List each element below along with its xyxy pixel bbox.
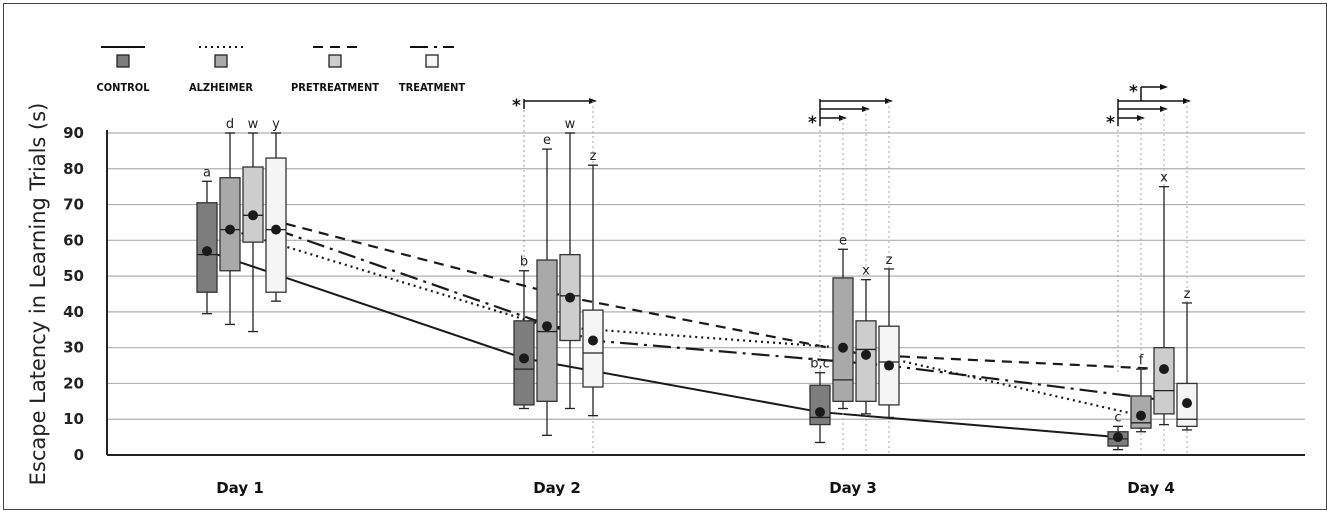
x-category-label: Day 1 xyxy=(216,479,264,497)
group-letter: w xyxy=(248,117,259,132)
axes xyxy=(106,130,1305,456)
mean-point xyxy=(565,292,575,303)
mean-point xyxy=(1136,410,1146,421)
mean-point xyxy=(225,224,235,235)
box-plot xyxy=(1153,186,1175,426)
y-tick-labels: 0 10 20 30 40 50 60 70 80 90 xyxy=(63,124,84,464)
y-tick-label: 90 xyxy=(63,124,84,142)
box-plots xyxy=(196,132,1198,451)
box-plot xyxy=(219,132,241,326)
y-tick-label: 10 xyxy=(63,410,84,428)
mean-point xyxy=(588,335,598,346)
group-letter: b,c xyxy=(810,357,830,372)
x-category-labels: Day 1 Day 2 Day 3 Day 4 xyxy=(216,479,1175,497)
group-letter: x xyxy=(1160,171,1168,186)
mean-point xyxy=(202,246,212,257)
group-letter: w xyxy=(565,117,576,132)
mean-trend-line xyxy=(229,228,1142,417)
group-letter: y xyxy=(272,117,280,132)
group-letter: d xyxy=(226,117,234,132)
y-tick-label: 40 xyxy=(63,303,84,321)
group-letter: b xyxy=(520,255,528,270)
mean-point xyxy=(248,210,258,221)
legend-entry: CONTROL xyxy=(96,46,150,94)
box-plot xyxy=(1176,302,1198,431)
mean-trend-line xyxy=(275,228,1188,405)
legend-label: ALZHEIMER xyxy=(189,81,253,94)
y-tick-label: 0 xyxy=(74,446,84,464)
mean-point xyxy=(884,360,894,371)
group-letter: z xyxy=(1184,287,1191,302)
significance-star: * xyxy=(1129,82,1138,102)
mean-point xyxy=(271,224,281,235)
box xyxy=(582,309,604,388)
legend-entry: PRETREATMENT xyxy=(291,46,379,94)
grid-lines xyxy=(107,132,1305,420)
legend-label: TREATMENT xyxy=(399,81,466,94)
x-category-label: Day 4 xyxy=(1127,479,1175,497)
box xyxy=(809,384,831,426)
group-letters: a b b,c c d e e f w w x x y z z z xyxy=(203,117,1191,425)
arrow-head xyxy=(1160,84,1168,90)
significance-star: * xyxy=(512,96,521,116)
group-letter: c xyxy=(1114,410,1121,425)
legend-swatch xyxy=(328,54,342,68)
box xyxy=(242,166,264,243)
box-plot xyxy=(855,279,877,415)
significance-star: * xyxy=(808,113,817,133)
y-tick-label: 60 xyxy=(63,231,84,249)
y-axis-label: Escape Latency in Learning Trials (s) xyxy=(26,103,50,486)
box-plot xyxy=(809,372,831,444)
legend-swatch xyxy=(425,54,439,68)
box xyxy=(1153,347,1175,415)
y-tick-label: 50 xyxy=(63,267,84,285)
legend-entry: TREATMENT xyxy=(399,46,466,94)
box-plot xyxy=(265,132,287,302)
mean-point xyxy=(861,349,871,360)
box-plot xyxy=(878,268,900,419)
mean-point xyxy=(519,353,529,364)
legend-label: CONTROL xyxy=(96,81,150,94)
box-plot xyxy=(513,270,535,410)
group-letter: e xyxy=(839,233,847,248)
group-letter: a xyxy=(203,165,211,180)
mean-trend-line xyxy=(206,250,1119,439)
group-letter: e xyxy=(543,133,551,148)
mean-trend-line xyxy=(252,214,1165,371)
group-letter: f xyxy=(1139,353,1144,368)
x-category-label: Day 2 xyxy=(533,479,581,497)
mean-points xyxy=(202,210,1192,443)
figure-frame xyxy=(3,3,1327,510)
significance-star: * xyxy=(1106,113,1115,133)
group-letter: x xyxy=(862,264,870,279)
mean-trend-lines xyxy=(206,214,1188,439)
y-tick-label: 20 xyxy=(63,374,84,392)
legend-label: PRETREATMENT xyxy=(291,81,379,94)
box-plot xyxy=(582,164,604,417)
box-plot xyxy=(1130,368,1152,433)
mean-point xyxy=(815,407,825,418)
mean-point xyxy=(1113,432,1123,443)
legend-swatch xyxy=(116,54,130,68)
group-letter: z xyxy=(590,149,597,164)
mean-point xyxy=(1182,398,1192,409)
box xyxy=(219,177,241,272)
x-category-label: Day 3 xyxy=(829,479,877,497)
mean-point xyxy=(1159,364,1169,375)
legend: CONTROL ALZHEIMER PRETREATMENT TREATMENT xyxy=(96,46,466,94)
box-plot xyxy=(242,132,264,333)
box xyxy=(832,277,854,402)
box-plot xyxy=(536,148,558,436)
legend-swatch xyxy=(214,54,228,68)
y-tick-label: 30 xyxy=(63,339,84,357)
y-tick-label: 80 xyxy=(63,160,84,178)
mean-point xyxy=(838,342,848,353)
group-letter: z xyxy=(886,253,893,268)
box xyxy=(855,320,877,402)
y-tick-label: 70 xyxy=(63,196,84,214)
box-plot xyxy=(832,248,854,410)
mean-point xyxy=(542,321,552,332)
legend-entry: ALZHEIMER xyxy=(189,46,253,94)
